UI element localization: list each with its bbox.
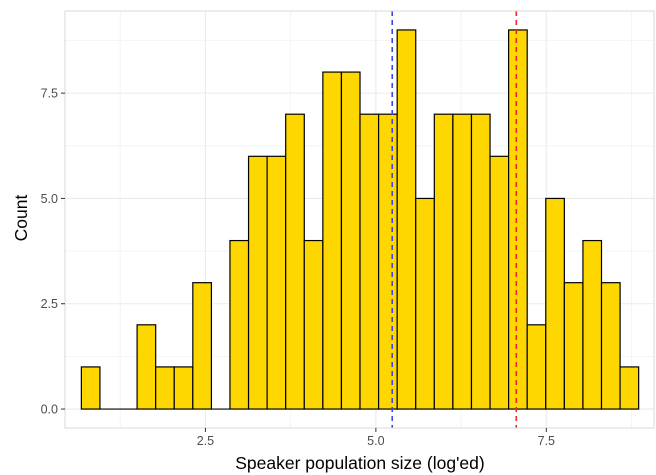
histogram-bar xyxy=(340,71,361,410)
histogram-bar xyxy=(452,113,473,410)
histogram-bar xyxy=(285,113,305,410)
histogram-bar xyxy=(470,113,491,410)
histogram-bar xyxy=(247,155,268,410)
y-tick-label: 5.0 xyxy=(41,192,58,206)
histogram-bar xyxy=(396,29,417,410)
histogram-bar xyxy=(526,324,547,410)
y-tick-label: 7.5 xyxy=(41,87,58,101)
x-tick-label: 5.0 xyxy=(367,434,384,448)
x-tick-label: 7.5 xyxy=(538,434,555,448)
reference-lines xyxy=(391,11,518,428)
histogram-bar xyxy=(80,366,101,410)
histogram-bar xyxy=(155,366,175,410)
histogram-bar xyxy=(433,113,454,410)
histogram-bar xyxy=(173,366,194,410)
x-tick-label: 2.5 xyxy=(197,434,214,448)
histogram-bar xyxy=(415,197,435,410)
histogram-bar xyxy=(266,155,287,410)
x-axis-ticks: 2.5 5.0 7.5 xyxy=(197,428,555,448)
histogram-bar xyxy=(359,113,380,410)
histogram-bar xyxy=(508,29,528,410)
histogram-bar xyxy=(489,155,510,410)
histogram-bar xyxy=(563,282,584,410)
y-tick-label: 0.0 xyxy=(41,403,58,417)
histogram-bar xyxy=(619,366,640,410)
y-axis-ticks: 0.0 2.5 5.0 7.5 xyxy=(41,87,65,417)
y-axis-title: Count xyxy=(11,195,31,242)
histogram-bar xyxy=(545,197,565,410)
histogram-bar xyxy=(136,324,157,410)
histogram-bars xyxy=(80,29,640,410)
histogram-bar xyxy=(303,239,324,410)
histogram-bar xyxy=(582,239,603,410)
histogram-bar xyxy=(322,71,343,410)
histogram-bar xyxy=(192,282,212,410)
y-tick-label: 2.5 xyxy=(41,297,58,311)
x-axis-title: Speaker population size (log'ed) xyxy=(235,453,484,473)
histogram-bar xyxy=(600,282,621,410)
histogram-bar xyxy=(229,239,250,410)
panel-border xyxy=(64,10,655,429)
histogram-bar xyxy=(377,113,398,410)
